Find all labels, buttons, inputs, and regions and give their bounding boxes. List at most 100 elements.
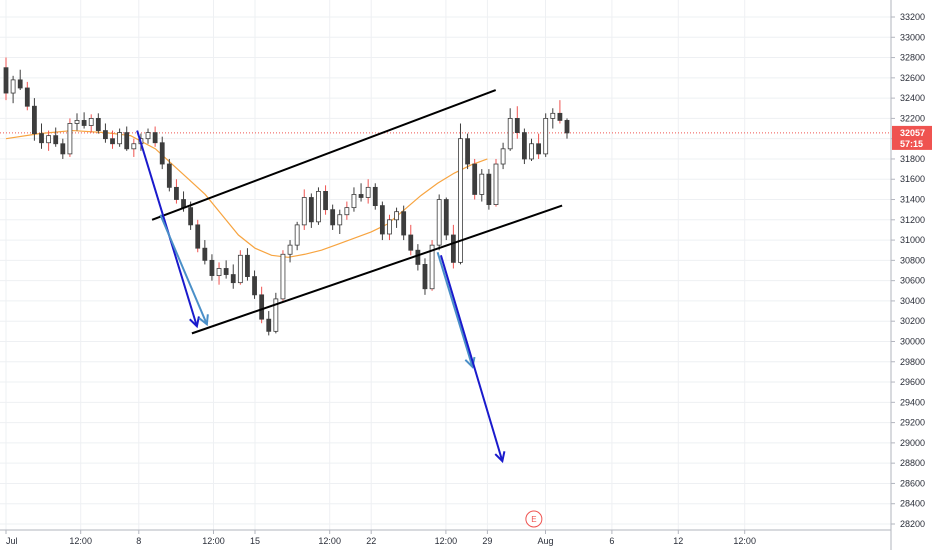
candle-body — [422, 264, 428, 290]
candle-body — [443, 199, 449, 236]
y-tick-label: 30400 — [900, 296, 925, 306]
candle-body — [379, 205, 385, 235]
y-tick-label: 29600 — [900, 377, 925, 387]
candle-body — [465, 138, 470, 165]
candle-body — [479, 173, 485, 195]
candle-body — [415, 249, 421, 265]
candle-body — [24, 87, 30, 107]
x-tick-label: 8 — [136, 536, 141, 546]
y-tick-label: 30800 — [900, 255, 925, 265]
candle-body — [117, 132, 123, 145]
time-axis[interactable]: Jul 12:00 8 12:00 15 12:00 22 12:00 29 Aug 6 12 12:0… — [5, 530, 756, 546]
x-tick-label: Aug — [537, 536, 553, 546]
arrow-head — [464, 356, 476, 369]
candle-body — [358, 194, 364, 198]
x-tick-label: 12:00 — [733, 536, 756, 546]
drawing-lines — [136, 89, 563, 464]
candle-body — [46, 135, 52, 144]
y-tick-label: 29000 — [900, 438, 925, 448]
candles — [3, 57, 570, 336]
candle-body — [401, 211, 407, 236]
candle-body — [110, 138, 115, 145]
price-axis[interactable]: 3320033000328003260032400322003200031800… — [891, 12, 925, 529]
y-tick-label: 30000 — [900, 336, 925, 346]
candle-body — [521, 132, 527, 160]
candle-body — [17, 79, 23, 89]
y-tick-label: 28200 — [900, 519, 925, 529]
arrow-line[interactable] — [439, 255, 504, 462]
event-marker-label: E — [531, 515, 536, 524]
candle-body — [450, 234, 456, 263]
event-marker[interactable]: E — [525, 510, 543, 528]
candle-body — [493, 163, 499, 205]
candle-body — [372, 186, 378, 207]
candle-body — [252, 276, 257, 296]
candle-body — [216, 268, 222, 276]
y-tick-label: 31400 — [900, 195, 925, 205]
candle-body — [316, 191, 321, 223]
candle-body — [330, 209, 336, 226]
candle-body — [280, 253, 286, 300]
candle-body — [195, 224, 201, 249]
candle-body — [301, 197, 307, 226]
arrow-line[interactable] — [436, 251, 474, 368]
candle-body — [245, 254, 250, 277]
candle-body — [60, 143, 66, 155]
last-price-badge: 32057 57:15 — [892, 125, 932, 150]
y-tick-label: 28800 — [900, 458, 925, 468]
candle-body — [273, 298, 279, 332]
moving-average-line — [5, 129, 488, 258]
x-tick-label: 12:00 — [202, 536, 225, 546]
candle-body — [209, 259, 215, 276]
y-tick-label: 29800 — [900, 357, 925, 367]
x-tick-label: 12:00 — [435, 536, 458, 546]
candle-body — [145, 132, 151, 140]
candle-body — [124, 132, 130, 150]
x-tick-label: 12 — [673, 536, 683, 546]
candle-body — [557, 112, 563, 121]
y-tick-label: 29200 — [900, 418, 925, 428]
candle-body — [408, 234, 414, 251]
candle-body — [500, 148, 506, 165]
x-tick-label: Jul — [6, 536, 18, 546]
candle-body — [287, 244, 293, 255]
candle-body — [103, 130, 108, 140]
y-tick-label: 31200 — [900, 215, 925, 225]
candle-body — [166, 163, 172, 188]
candle-body — [223, 268, 229, 275]
candle-body — [10, 79, 16, 94]
candle-body — [95, 118, 101, 131]
candle-body — [550, 112, 556, 119]
x-tick-label: 15 — [250, 536, 260, 546]
channel-line[interactable] — [191, 204, 563, 335]
y-tick-label: 32400 — [900, 93, 925, 103]
countdown-value: 57:15 — [900, 139, 923, 149]
candle-body — [514, 118, 520, 133]
candle-body — [394, 211, 399, 221]
candle-body — [472, 163, 478, 195]
candle-body — [230, 274, 236, 284]
candle-body — [39, 133, 44, 144]
candle-body — [32, 105, 37, 135]
candle-body — [337, 214, 343, 226]
candle-body — [3, 67, 9, 94]
candle-body — [159, 142, 165, 165]
candle-body — [365, 186, 371, 198]
arrow-line[interactable] — [159, 214, 208, 325]
candle-body — [152, 132, 158, 144]
y-tick-label: 30600 — [900, 276, 925, 286]
last-price-value: 32057 — [900, 128, 925, 138]
candle-body — [529, 143, 534, 160]
channel-line[interactable] — [151, 89, 497, 221]
candle-body — [458, 138, 463, 263]
y-tick-label: 33000 — [900, 32, 925, 42]
candle-body — [53, 135, 59, 145]
arrow-head — [198, 314, 209, 327]
candle-body — [436, 199, 442, 246]
candle-body — [564, 120, 570, 134]
y-tick-label: 29400 — [900, 397, 925, 407]
x-tick-label: 12:00 — [318, 536, 341, 546]
candle-body — [237, 254, 243, 284]
candle-body — [174, 186, 179, 200]
